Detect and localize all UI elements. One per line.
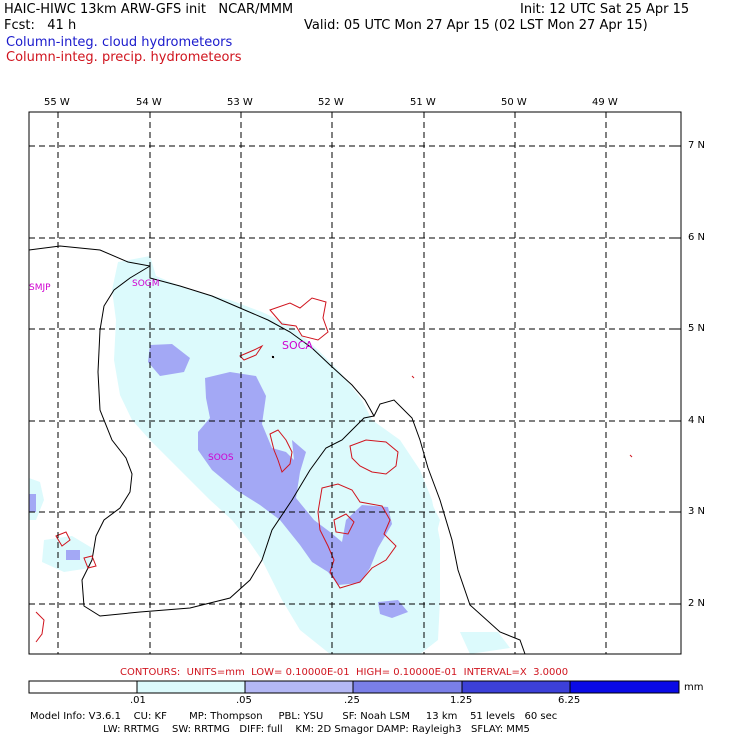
lat-label-3n: 3 N	[688, 506, 706, 517]
map-frame	[28, 111, 682, 655]
valid-time: Valid: 05 UTC Mon 27 Apr 15 (02 LST Mon …	[304, 18, 648, 33]
axis-ticks	[57, 112, 681, 605]
lat-label-2n: 2 N	[688, 598, 706, 609]
init-time: Init: 12 UTC Sat 25 Apr 15	[520, 2, 690, 17]
lat-label-7n: 7 N	[688, 140, 706, 151]
station-label-soos: SOOS	[208, 453, 234, 463]
model-info-line1: Model Info: V3.6.1 CU: KF MP: Thompson P…	[30, 711, 558, 722]
precip-contours	[35, 297, 633, 643]
station-label-sogm: SOGM	[132, 279, 160, 289]
lon-label-52w: 52 W	[318, 97, 344, 108]
colorbar-tick-125: 1.25	[450, 695, 473, 706]
colorbar-tick-001: .01	[130, 695, 146, 706]
lat-lon-grid	[29, 112, 681, 654]
forecast-hour: Fcst: 41 h	[4, 18, 77, 33]
model-info-line2: LW: RRTMG SW: RRTMG DIFF: full KM: 2D Sm…	[30, 724, 530, 735]
lat-label-4n: 4 N	[688, 415, 706, 426]
legend-precip: Column-integ. precip. hydrometeors	[6, 50, 242, 65]
lon-label-51w: 51 W	[410, 97, 436, 108]
lat-label-5n: 5 N	[688, 323, 706, 334]
colorbar-unit: mm	[684, 682, 704, 693]
station-label-smjp: SMJP	[29, 283, 51, 293]
model-title: HAIC-HIWC 13km ARW-GFS init NCAR/MMM	[4, 2, 294, 17]
map-plot-area	[29, 112, 681, 654]
lon-label-49w: 49 W	[592, 97, 618, 108]
station-markers	[272, 356, 274, 358]
contours-info: CONTOURS: UNITS=mm LOW= 0.10000E-01 HIGH…	[120, 667, 569, 678]
colorbar-tick-625: 6.25	[558, 695, 581, 706]
lon-label-53w: 53 W	[227, 97, 253, 108]
colorbar-tick-005: .05	[236, 695, 252, 706]
lat-label-6n: 6 N	[688, 232, 706, 243]
legend-cloud: Column-integ. cloud hydrometeors	[6, 35, 233, 50]
station-label-soca: SOCA	[282, 339, 313, 352]
lon-label-54w: 54 W	[136, 97, 162, 108]
cloud-field-mid	[29, 344, 408, 618]
lon-label-55w: 55 W	[44, 97, 70, 108]
colorbar-tick-025: .25	[344, 695, 360, 706]
lon-label-50w: 50 W	[501, 97, 527, 108]
